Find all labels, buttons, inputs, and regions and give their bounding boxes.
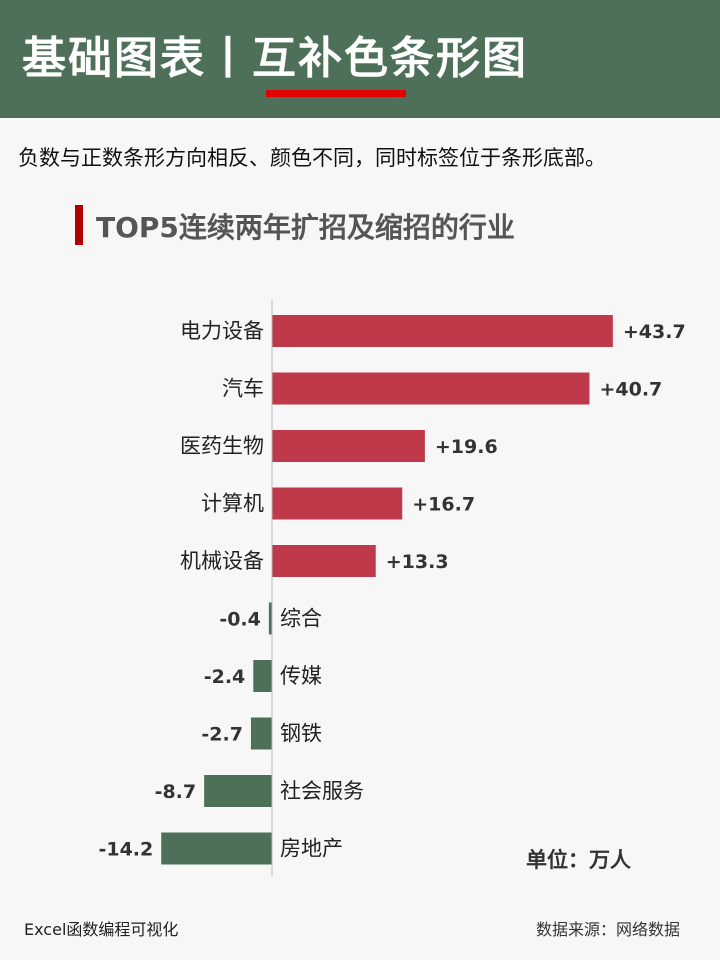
bar xyxy=(272,372,590,405)
bar xyxy=(268,602,272,635)
data-label: -2.7 xyxy=(201,724,243,746)
data-label: -0.4 xyxy=(219,609,261,631)
category-label: 电力设备 xyxy=(180,319,264,343)
data-label: -2.4 xyxy=(204,666,246,688)
data-label: -14.2 xyxy=(98,839,153,861)
description: 负数与正数条形方向相反、颜色不同，同时标签位于条形底部。 xyxy=(18,146,606,170)
bar xyxy=(250,717,272,750)
unit-label: 单位：万人 xyxy=(526,848,631,872)
bar xyxy=(253,660,272,692)
bar xyxy=(204,775,272,807)
data-label: +13.3 xyxy=(386,551,449,573)
page-title: 基础图表丨互补色条形图 xyxy=(22,33,528,84)
category-label: 社会服务 xyxy=(280,779,364,803)
bar xyxy=(272,315,613,347)
category-label: 医药生物 xyxy=(180,434,264,458)
category-label: 机械设备 xyxy=(180,549,264,573)
category-label: 综合 xyxy=(280,607,322,631)
bar xyxy=(272,545,376,577)
data-label: +19.6 xyxy=(435,436,498,458)
chart-title: TOP5连续两年扩招及缩招的行业 xyxy=(96,211,515,244)
data-label: +40.7 xyxy=(599,379,662,401)
data-label: +16.7 xyxy=(412,494,475,516)
category-label: 房地产 xyxy=(280,837,343,861)
category-label: 传媒 xyxy=(280,664,322,688)
category-label: 钢铁 xyxy=(280,722,322,746)
category-label: 汽车 xyxy=(222,377,264,401)
title-underline xyxy=(266,90,406,97)
footer-brand: Excel函数编程可视化 xyxy=(24,920,179,939)
bar xyxy=(161,832,272,865)
bar xyxy=(272,487,403,520)
category-label: 计算机 xyxy=(201,492,264,516)
footer-source: 数据来源：网络数据 xyxy=(536,920,681,939)
data-label: +43.7 xyxy=(623,321,686,343)
header-banner: 基础图表丨互补色条形图 xyxy=(0,0,720,118)
subtitle-marker xyxy=(75,205,83,245)
data-label: -8.7 xyxy=(155,781,197,803)
bar xyxy=(272,430,425,462)
